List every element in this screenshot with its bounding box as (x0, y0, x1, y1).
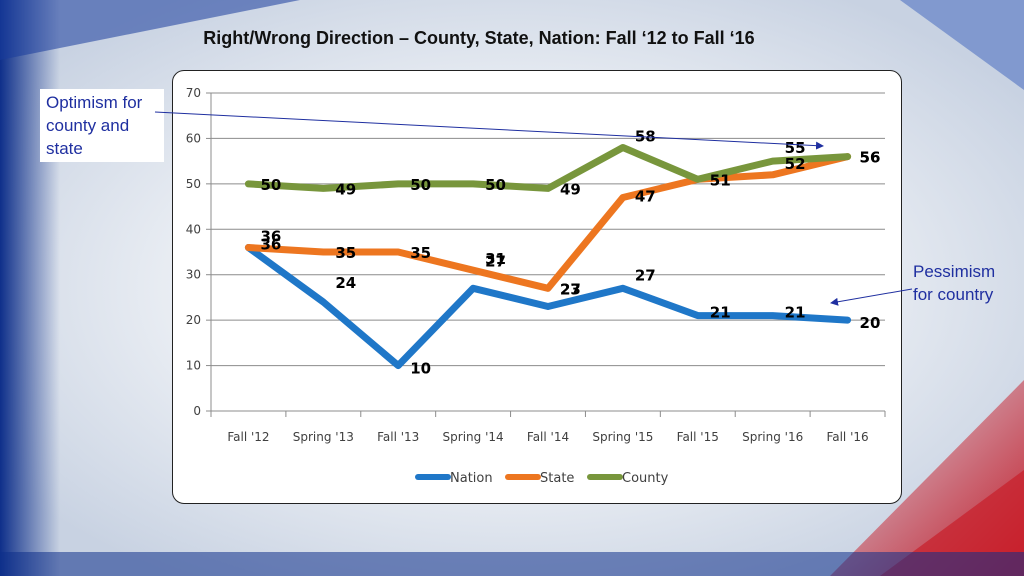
data-label-state: 31 (485, 250, 506, 268)
y-tick-label: 70 (186, 86, 201, 100)
data-label-state: 35 (335, 244, 356, 262)
data-label-county: 51 (710, 171, 731, 189)
y-tick-label: 30 (186, 268, 201, 282)
data-label-nation: 21 (785, 304, 806, 322)
chart-frame: 0 10 20 30 40 50 60 70 Fall '12 Spring '13 Fall '1… (172, 70, 902, 504)
data-label-nation: 36 (260, 235, 281, 253)
data-label-county: 49 (560, 180, 581, 198)
data-label-nation: 27 (485, 252, 506, 270)
data-label-county: 56 (860, 149, 881, 167)
data-label-county: 55 (785, 139, 806, 157)
callout-optimism: Optimism for county and state (40, 89, 164, 162)
x-tick-label: Fall '12 (227, 430, 269, 444)
y-tick-label: 60 (186, 131, 201, 145)
data-label-state: 35 (410, 244, 431, 262)
x-tick-label: Fall '15 (677, 430, 719, 444)
data-label-county: 58 (635, 128, 656, 146)
data-label-state: 52 (785, 155, 806, 173)
data-label-nation: 21 (710, 304, 731, 322)
data-label-nation: 23 (560, 281, 581, 299)
y-tick-label: 0 (193, 404, 201, 418)
data-label-nation: 27 (635, 266, 656, 284)
series-line-nation (244, 244, 852, 370)
x-tick-label: Spring '13 (293, 430, 354, 444)
slide-title: Right/Wrong Direction – County, State, N… (203, 28, 755, 48)
x-tick-label: Spring '16 (742, 430, 803, 444)
data-label-county: 50 (260, 176, 281, 194)
legend-label-state: State (540, 471, 574, 486)
y-tick-label: 10 (186, 359, 201, 373)
data-label-county: 49 (335, 180, 356, 198)
x-tick-label: Fall '13 (377, 430, 419, 444)
data-label-state: 47 (635, 187, 656, 205)
line-chart: 0 10 20 30 40 50 60 70 Fall '12 Spring '13 Fall '1… (186, 86, 886, 486)
data-label-nation: 20 (860, 314, 881, 332)
x-tick-label: Fall '14 (527, 430, 569, 444)
data-label-state: 56 (860, 149, 881, 167)
y-tick-label: 50 (186, 177, 201, 191)
data-label-county: 50 (485, 176, 506, 194)
series-line-county (244, 144, 852, 192)
legend-label-nation: Nation (450, 471, 493, 486)
data-label-state: 51 (710, 171, 731, 189)
callout-pessimism: Pessimism for country (913, 262, 996, 304)
data-label-state: 36 (260, 227, 281, 245)
data-label-nation: 10 (410, 360, 431, 378)
x-tick-label: Spring '14 (443, 430, 504, 444)
legend-label-county: County (622, 471, 669, 486)
x-tick-label: Fall '16 (826, 430, 868, 444)
data-label-county: 50 (410, 176, 431, 194)
y-tick-label: 40 (186, 222, 201, 236)
data-label-nation: 24 (335, 274, 356, 292)
data-label-state: 27 (560, 280, 581, 298)
x-tick-label: Spring '15 (592, 430, 653, 444)
y-tick-label: 20 (186, 313, 201, 327)
series-line-state (244, 153, 852, 292)
